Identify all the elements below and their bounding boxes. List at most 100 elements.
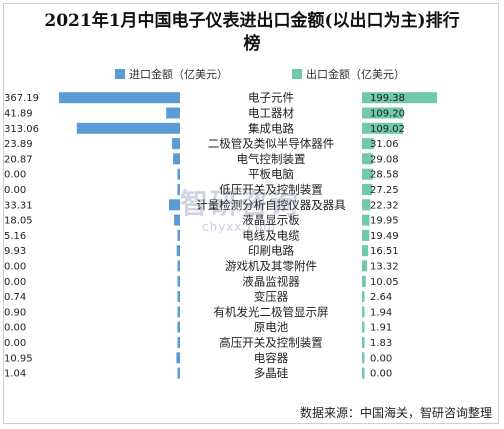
category-label: 电气控制装置 [237,152,306,166]
import-value-label: 18.05 [4,216,33,227]
export-value-label: 29.08 [370,154,399,165]
export-value-label: 27.25 [370,185,399,196]
import-bar [176,245,180,257]
legend-export: 出口金额（亿美元） [292,66,405,82]
category-label: 集成电路 [248,121,294,135]
export-bar [362,367,365,379]
import-value-label: 0.00 [4,170,26,181]
export-value-label: 19.95 [370,216,399,227]
export-value-label: 28.58 [370,170,399,181]
import-bar [76,122,180,134]
category-label: 电线及电缆 [242,228,300,242]
export-bar [362,214,370,226]
category-label: 电工器材 [248,106,294,120]
export-value-label: 109.02 [370,124,405,135]
import-bar [176,352,180,364]
export-bar [362,260,367,272]
import-value-label: 23.89 [4,139,33,150]
category-label: 平板电脑 [248,167,294,181]
import-bar [177,291,180,302]
import-value-label: 5.16 [4,231,26,242]
export-bar [362,107,404,119]
import-bar [177,367,180,379]
category-label: 原电池 [254,320,289,334]
legend-import-swatch [115,69,125,79]
import-bar [59,92,180,104]
category-label: 变压器 [254,290,289,304]
export-bar [362,138,374,150]
import-value-label: 10.95 [4,353,33,364]
import-bar [177,321,180,333]
export-value-label: 1.91 [370,323,392,334]
export-value-label: 0.00 [370,353,392,364]
import-value-label: 0.00 [4,338,26,349]
category-label: 印刷电路 [248,244,294,258]
category-label: 有机发光二极管显示屏 [214,305,329,319]
import-bar [177,184,180,195]
export-value-label: 109.20 [370,108,405,119]
import-bar [177,306,180,318]
export-bar [362,306,365,318]
category-label: 低压开关及控制装置 [219,182,323,196]
export-bar [362,291,365,302]
category-label: 电子元件 [248,91,294,105]
import-value-label: 0.00 [4,261,26,272]
export-bar [362,321,365,333]
export-value-label: 13.32 [370,261,399,272]
export-bar [362,336,365,348]
export-value-label: 2.64 [370,292,392,303]
source-note: 数据来源：中国海关，智研咨询整理 [299,406,492,420]
export-bar [362,168,373,180]
legend-import: 进口金额（亿美元） [115,66,228,82]
export-value-label: 0.00 [370,369,392,380]
import-value-label: 0.74 [4,292,26,303]
export-bar [362,92,437,104]
import-value-label: 0.90 [4,307,26,318]
category-label: 二极管及类似半导体器件 [208,137,335,151]
import-bar [172,138,180,150]
export-value-label: 16.51 [370,246,399,257]
legend-import-label: 进口金额（亿美元） [129,68,228,81]
category-label: 多晶硅 [254,366,289,380]
import-value-label: 367.19 [4,93,39,104]
import-bar [169,199,180,211]
legend-export-swatch [292,69,302,79]
import-bar [177,229,180,241]
export-value-label: 10.05 [370,277,399,288]
export-bar [362,275,366,287]
import-bar [177,260,180,272]
export-value-label: 19.49 [370,231,399,242]
category-label: 液晶监视器 [242,274,300,288]
export-value-label: 1.83 [370,338,392,349]
chart-title: 2021年1月中国电子仪表进出口金额(以出口为主)排行榜 [44,11,460,54]
category-label: 游戏机及其零附件 [225,259,317,273]
import-value-label: 1.04 [4,369,26,380]
import-bar [177,336,180,348]
import-value-label: 0.00 [4,323,26,334]
export-bar [362,199,371,211]
export-bar [362,184,373,195]
category-label: 计量检测分析自控仪器及器具 [196,198,346,212]
export-bar [362,229,370,241]
category-label: 高压开关及控制装置 [219,335,323,349]
category-label: 电容器 [254,351,289,365]
export-value-label: 31.06 [370,139,399,150]
import-bar [177,168,180,180]
import-bar [174,214,180,226]
import-bar [177,275,180,287]
export-value-label: 199.38 [370,93,405,104]
export-bar [362,122,403,134]
import-value-label: 0.00 [4,277,26,288]
import-value-label: 9.93 [4,246,26,257]
chart-frame [3,3,499,424]
export-bar [362,352,365,364]
import-bar [173,153,180,165]
import-value-label: 20.87 [4,154,33,165]
export-bar [362,245,369,257]
import-value-label: 41.89 [4,108,33,119]
import-bar [166,107,180,119]
category-label: 液晶显示板 [242,213,300,227]
legend-export-label: 出口金额（亿美元） [306,68,405,81]
export-value-label: 1.94 [370,307,392,318]
